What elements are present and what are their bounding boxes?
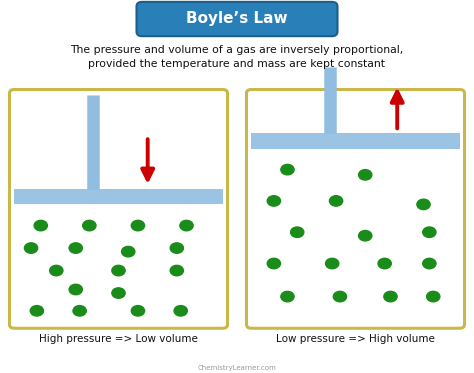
Circle shape [423,258,436,269]
Circle shape [73,305,86,316]
Text: provided the temperature and mass are kept constant: provided the temperature and mass are ke… [89,59,385,69]
Circle shape [69,284,82,295]
Circle shape [384,291,397,302]
Circle shape [281,291,294,302]
Circle shape [358,170,372,180]
FancyBboxPatch shape [246,90,465,328]
Text: High pressure => Low volume: High pressure => Low volume [39,334,198,344]
Circle shape [358,231,372,241]
Circle shape [131,305,145,316]
Circle shape [417,199,430,210]
Text: Boyle’s Law: Boyle’s Law [186,11,288,26]
Bar [14,189,223,204]
Circle shape [267,258,281,269]
Circle shape [291,227,304,238]
Circle shape [50,265,63,276]
Text: Low pressure => High volume: Low pressure => High volume [276,334,435,344]
Circle shape [30,305,44,316]
Text: ChemistryLearner.com: ChemistryLearner.com [198,365,276,371]
Circle shape [34,220,47,231]
Circle shape [281,164,294,175]
FancyBboxPatch shape [137,2,337,36]
Circle shape [326,258,339,269]
Circle shape [83,220,96,231]
Circle shape [180,220,193,231]
Circle shape [423,227,436,238]
Circle shape [112,265,125,276]
Circle shape [427,291,440,302]
Circle shape [174,305,187,316]
Circle shape [333,291,346,302]
Circle shape [121,247,135,257]
Circle shape [170,265,183,276]
Circle shape [131,220,145,231]
Bar [251,133,460,149]
Circle shape [112,288,125,298]
Circle shape [170,243,183,253]
Circle shape [378,258,392,269]
Circle shape [267,196,281,206]
Text: The pressure and volume of a gas are inversely proportional,: The pressure and volume of a gas are inv… [70,46,404,55]
Circle shape [25,243,37,253]
Circle shape [69,243,82,253]
FancyBboxPatch shape [9,90,228,328]
Circle shape [329,196,343,206]
